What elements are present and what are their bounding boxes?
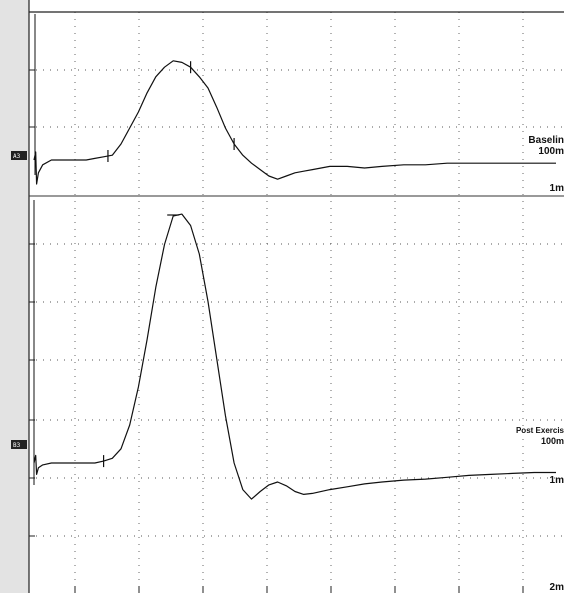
channel-badge-b3: B3 xyxy=(11,440,27,449)
grid xyxy=(29,12,564,593)
channel-badge-b3-bg xyxy=(11,440,27,449)
sweep-label-a3: 100m xyxy=(538,146,564,157)
trace-label-a3: Baselin xyxy=(528,135,564,146)
left-gutter xyxy=(0,0,29,593)
trace-line-a3 xyxy=(33,60,556,185)
gain-label-b3: 1m xyxy=(550,475,564,486)
channel-label-a3: A3 xyxy=(13,153,21,160)
trace-line-b3 xyxy=(33,213,556,500)
cursor-markers xyxy=(102,61,235,468)
channel-badge-a3-bg xyxy=(11,151,27,160)
channel-label-b3: B3 xyxy=(13,442,21,449)
extra-label-b3: 2m xyxy=(550,582,564,593)
trace-label-b3: Post Exercis xyxy=(516,426,564,435)
sweep-label-b3: 100m xyxy=(541,436,564,446)
traces xyxy=(33,14,556,500)
channel-badge-a3: A3 xyxy=(11,151,27,160)
gain-label-a3: 1m xyxy=(550,183,564,194)
